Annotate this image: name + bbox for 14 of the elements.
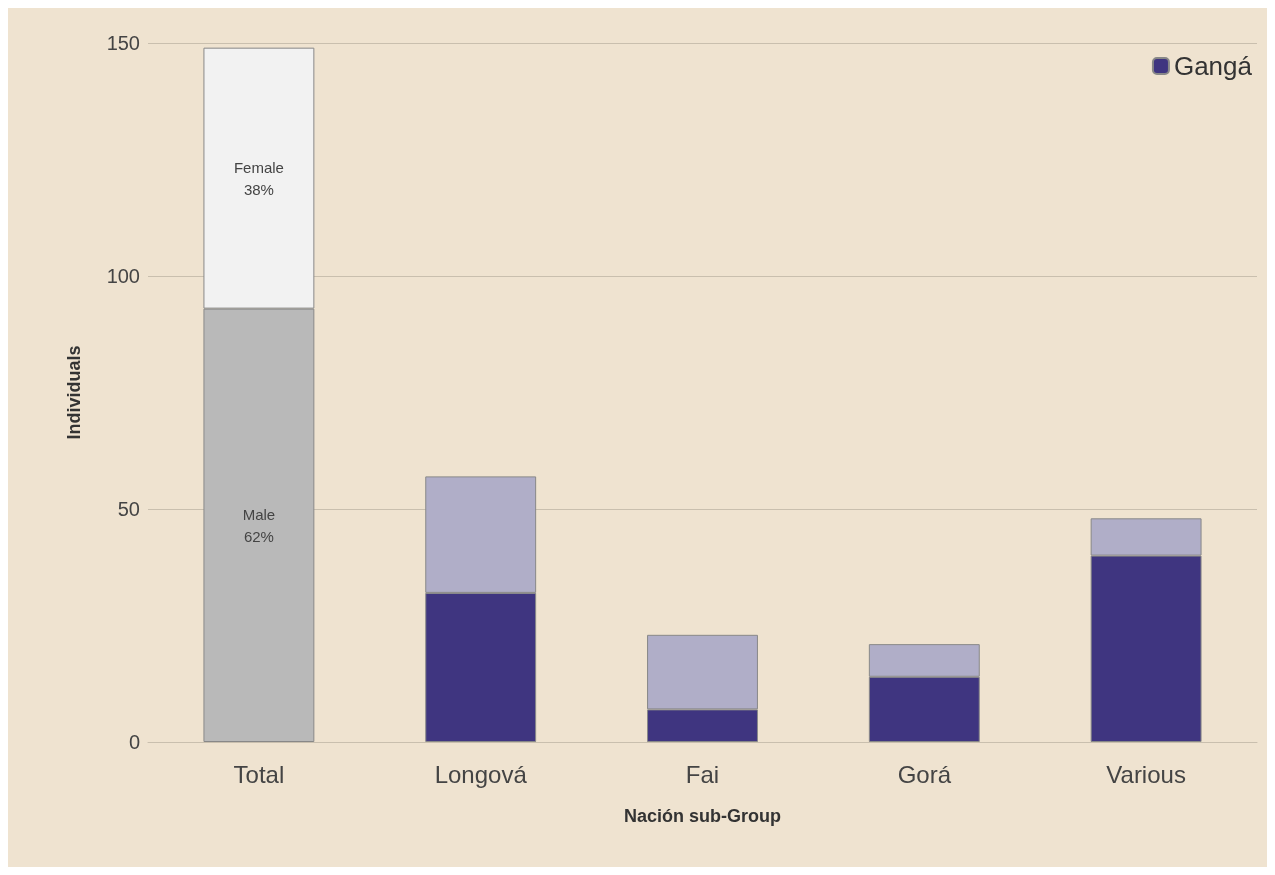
y-tick-label: 0: [128, 731, 140, 753]
legend-label: Gangá: [1173, 51, 1253, 81]
x-tick-label: Longová: [434, 760, 528, 788]
y-axis-title: Individuals: [64, 345, 84, 440]
x-axis-title: Nación sub-Group: [624, 806, 781, 826]
x-tick-label: Various: [1106, 760, 1186, 788]
y-tick-label: 100: [106, 265, 140, 287]
x-tick-label: Fai: [685, 760, 720, 788]
y-tick-label: 50: [117, 498, 140, 520]
y-tick-label: 150: [106, 32, 140, 54]
x-tick-label: Total: [233, 760, 285, 788]
x-tick-label: Gorá: [897, 760, 952, 788]
data-label: Male 62%: [242, 505, 276, 545]
data-label: Female 38%: [233, 158, 284, 198]
